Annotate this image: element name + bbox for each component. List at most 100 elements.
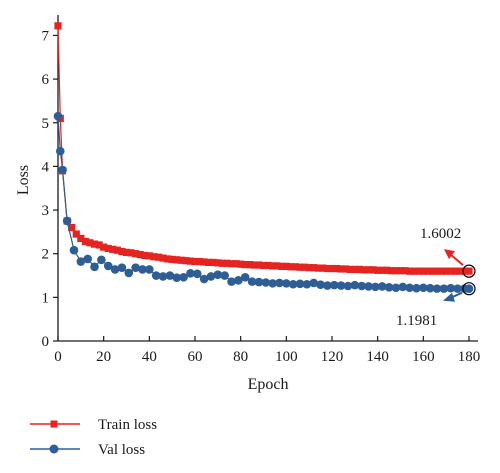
- train-point: [351, 265, 359, 274]
- train-point: [255, 261, 263, 269]
- train-point: [460, 267, 469, 275]
- train-point: [360, 266, 368, 274]
- train-point: [100, 243, 108, 251]
- train-point: [378, 266, 386, 274]
- val-point: [364, 282, 373, 291]
- val-arrow-head: [443, 292, 455, 302]
- train-point: [374, 266, 382, 274]
- series-train: [54, 22, 473, 275]
- val-point: [405, 283, 414, 293]
- train-point: [323, 264, 332, 273]
- train-point: [109, 245, 117, 253]
- train-point: [419, 267, 427, 275]
- train-point: [237, 260, 245, 268]
- train-point: [332, 264, 341, 273]
- train-point: [415, 267, 423, 275]
- train-point: [122, 248, 131, 256]
- val-point: [419, 283, 428, 293]
- val-point: [240, 272, 250, 282]
- train-point: [214, 259, 222, 267]
- train-final-value: 1.6002: [420, 226, 461, 242]
- x-tick-label: 0: [54, 349, 62, 365]
- val-point: [453, 284, 462, 293]
- train-point: [406, 267, 414, 275]
- train-point: [291, 263, 300, 271]
- val-point: [357, 281, 366, 291]
- x-ticks: 0 20 40 60 80 100 120 140 160 180: [54, 336, 480, 365]
- train-point: [205, 258, 213, 267]
- train-point: [369, 266, 377, 274]
- val-point: [384, 283, 394, 292]
- legend-val-marker: [49, 444, 59, 454]
- val-point: [186, 269, 195, 278]
- y-tick-label: 2: [42, 247, 50, 263]
- train-point: [90, 240, 99, 248]
- train-point: [145, 252, 153, 260]
- val-point: [165, 271, 175, 280]
- train-point: [465, 267, 473, 275]
- legend-val-label: Val loss: [98, 442, 145, 458]
- train-point: [287, 263, 295, 271]
- val-point: [295, 279, 305, 289]
- val-point: [350, 280, 360, 290]
- val-final-value: 1.1981: [396, 313, 437, 329]
- train-point: [401, 267, 409, 275]
- val-point: [432, 284, 442, 293]
- y-ticks: 0 1 2 3 4 5 6 7: [42, 28, 58, 350]
- y-tick-label: 6: [42, 72, 50, 88]
- train-point: [296, 263, 304, 271]
- val-point: [288, 279, 298, 289]
- val-point: [103, 261, 113, 271]
- val-point: [425, 283, 435, 293]
- val-point: [302, 279, 312, 289]
- train-point: [246, 261, 254, 269]
- val-point: [138, 265, 147, 274]
- val-point: [316, 280, 325, 289]
- train-point: [433, 267, 441, 275]
- train-point: [113, 246, 121, 254]
- train-point: [342, 265, 350, 273]
- val-point: [446, 283, 456, 293]
- train-point: [301, 263, 309, 271]
- val-point: [336, 281, 346, 290]
- val-point: [329, 280, 339, 290]
- train-point: [191, 257, 199, 266]
- train-point: [168, 255, 176, 263]
- val-point: [53, 111, 63, 121]
- train-point: [232, 260, 240, 268]
- train-point: [223, 259, 231, 267]
- train-point: [337, 265, 345, 273]
- train-point: [383, 266, 391, 274]
- val-point: [62, 216, 72, 226]
- train-point: [141, 251, 149, 260]
- train-point: [195, 257, 204, 266]
- val-point: [69, 245, 79, 255]
- val-point: [371, 282, 380, 292]
- val-point: [213, 270, 223, 279]
- train-point: [154, 253, 163, 261]
- val-point: [234, 276, 243, 285]
- train-point: [278, 262, 286, 270]
- train-point: [68, 223, 76, 232]
- train-point: [136, 250, 144, 259]
- train-point: [250, 261, 258, 269]
- legend-train-marker: [50, 420, 58, 428]
- val-point: [227, 277, 236, 286]
- val-point: [323, 281, 332, 290]
- train-point: [159, 254, 167, 262]
- val-point: [110, 265, 120, 274]
- annotation-layer: 1.6002 1.1981: [396, 226, 476, 329]
- train-arrow-head: [444, 249, 455, 260]
- train-point: [387, 267, 395, 275]
- train-point: [269, 262, 277, 270]
- val-point: [199, 274, 209, 284]
- train-point: [104, 244, 112, 253]
- train-point: [438, 267, 446, 275]
- train-point: [392, 267, 400, 275]
- val-point: [97, 255, 106, 265]
- legend-item-val: Val loss: [30, 442, 145, 458]
- train-point: [95, 241, 103, 249]
- val-point: [90, 262, 99, 272]
- val-point: [282, 279, 291, 288]
